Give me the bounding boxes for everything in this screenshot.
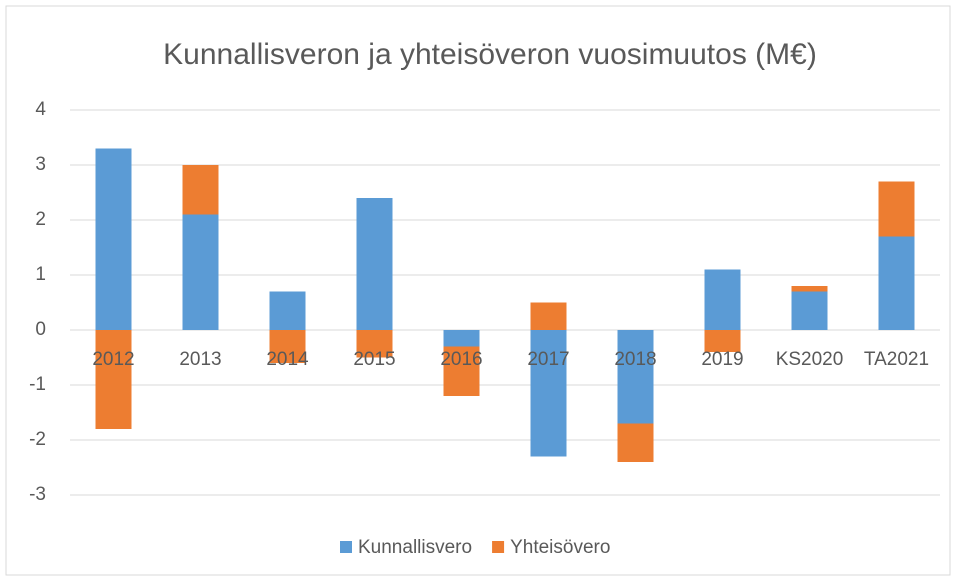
bar-segment [530, 302, 567, 330]
bar-segment [617, 423, 654, 462]
bar-segment [443, 346, 480, 396]
x-tick-label: 2013 [179, 349, 221, 370]
bar-segment [269, 291, 306, 330]
x-tick-label: 2017 [527, 349, 569, 370]
x-tick-label: 2014 [266, 349, 309, 370]
bar-segment [182, 214, 219, 330]
y-tick-label: 1 [35, 264, 46, 285]
bar-segment [269, 330, 306, 363]
y-tick-label: 0 [35, 319, 46, 340]
x-tick-label: 2018 [614, 349, 656, 370]
bar-segment [617, 330, 654, 424]
legend-swatch [492, 541, 505, 553]
bar-segment [878, 236, 915, 330]
x-tick-label: TA2021 [864, 349, 929, 370]
bar-segment [791, 291, 828, 330]
x-tick-label: 2019 [701, 349, 743, 370]
bar-segment [95, 148, 132, 330]
y-tick-label: -3 [29, 484, 46, 505]
y-tick-label: 2 [35, 209, 46, 230]
bar-segment [356, 198, 393, 330]
x-tick-label: 2012 [92, 349, 134, 370]
x-tick-label: KS2020 [776, 349, 844, 370]
legend-swatch [340, 541, 352, 553]
bar-segment [878, 181, 915, 237]
x-tick-label: 2015 [353, 349, 395, 370]
y-tick-label: -2 [29, 429, 46, 450]
x-tick-label: 2016 [440, 349, 482, 370]
bar-segment [443, 330, 480, 347]
y-tick-label: 3 [35, 154, 46, 175]
legend-label: Yhteisövero [510, 537, 610, 558]
bar-segment [704, 269, 741, 330]
bar-segment [704, 330, 741, 352]
chart-title: Kunnallisveron ja yhteisöveron vuosimuut… [163, 38, 817, 71]
legend-label: Kunnallisvero [358, 537, 472, 558]
bar-segment [356, 330, 393, 358]
y-tick-label: -1 [29, 374, 46, 395]
bar-segment [95, 330, 132, 429]
bar-segment [791, 286, 828, 292]
y-tick-label: 4 [35, 99, 46, 120]
bar-segment [182, 165, 219, 215]
bar-segment [530, 330, 567, 457]
